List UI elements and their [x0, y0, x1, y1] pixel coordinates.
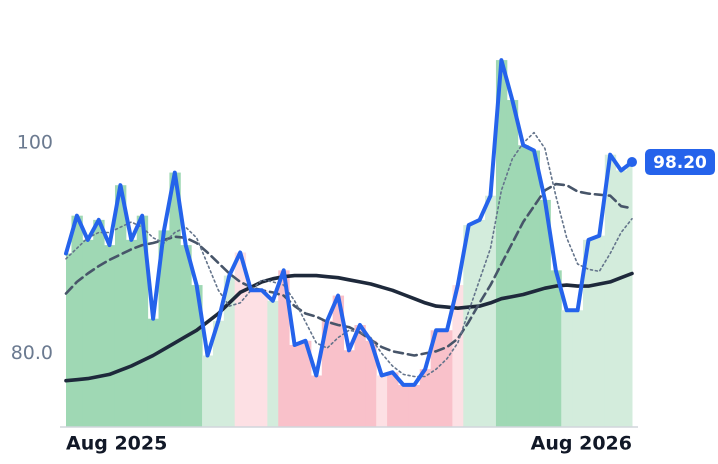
area-column [561, 310, 573, 427]
area-column [397, 384, 410, 427]
area-column [615, 170, 628, 427]
area-column [517, 145, 530, 427]
area-column [93, 219, 105, 427]
area-column [310, 375, 323, 427]
series-line [64, 182, 634, 357]
value-badge [645, 149, 715, 176]
area-column [604, 154, 617, 427]
area-column [125, 239, 138, 427]
area-column [572, 310, 584, 427]
area-column [289, 344, 301, 427]
area-column [474, 219, 486, 427]
last-point [627, 157, 637, 168]
area-column [441, 330, 453, 427]
area-column [147, 318, 160, 427]
series-line [65, 131, 633, 378]
x-tick-label: Aug 2025 [66, 433, 167, 455]
area-column [212, 320, 225, 427]
area-column [245, 290, 257, 427]
area-column [158, 230, 170, 427]
area-column [354, 325, 366, 427]
area-column [376, 375, 388, 427]
area-column [506, 100, 519, 428]
area-column [495, 60, 508, 428]
area-column [539, 199, 551, 427]
area-column [485, 195, 497, 427]
area-column [430, 330, 443, 427]
area-column [387, 372, 399, 427]
area-column [104, 245, 116, 427]
y-tick-label: 100 [17, 132, 53, 154]
area-column [550, 270, 562, 427]
area-column [452, 285, 464, 427]
area-column [300, 340, 312, 427]
area-column [234, 252, 247, 427]
area-column [66, 253, 72, 427]
area-column [626, 162, 633, 428]
y-tick-label: 80.0 [11, 342, 53, 364]
area-column [267, 300, 279, 427]
area-column [343, 350, 355, 427]
area-column [71, 215, 83, 427]
area-column [593, 235, 606, 427]
area-column [583, 239, 595, 427]
area-column [419, 369, 432, 427]
area-column [408, 384, 421, 427]
area-column [223, 275, 236, 427]
area-column [169, 172, 181, 427]
area-column [191, 285, 203, 427]
x-tick-label: Aug 2026 [531, 433, 632, 455]
area-column [278, 270, 290, 427]
series-line [64, 58, 634, 387]
area-column [202, 355, 214, 427]
area-column [82, 239, 94, 427]
area-column [332, 295, 345, 427]
area-column [114, 185, 127, 427]
last-value-label: 98.20 [653, 153, 707, 173]
area-column [463, 225, 475, 427]
series-line [64, 271, 634, 383]
area-column [365, 340, 377, 427]
area-column [528, 150, 540, 427]
area-column [256, 290, 268, 427]
area-column [136, 215, 149, 427]
area-column [321, 320, 334, 427]
